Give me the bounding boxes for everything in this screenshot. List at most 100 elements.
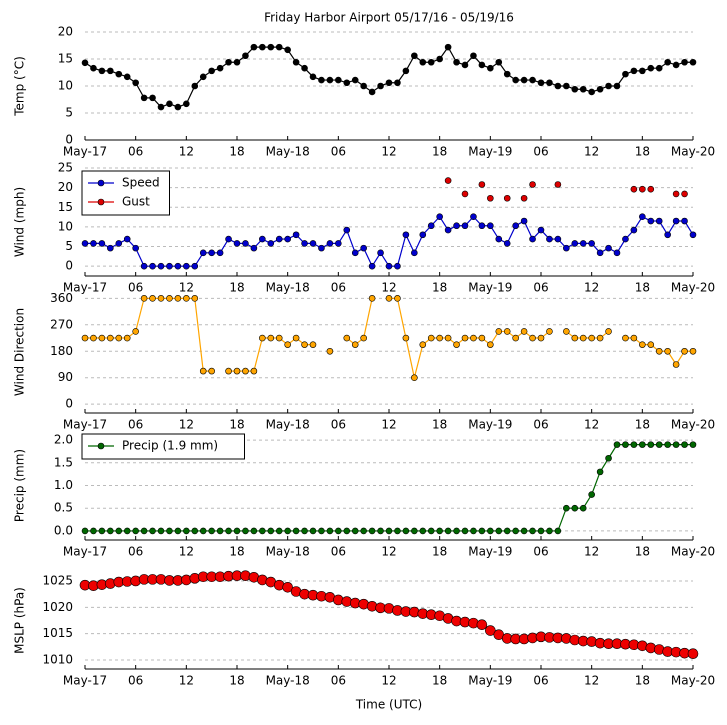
- data-point: [402, 527, 410, 535]
- data-point: [588, 334, 595, 342]
- data-point: [343, 334, 351, 342]
- data-point: [444, 334, 452, 342]
- data-point: [267, 240, 275, 247]
- y-tick-label: 1.0: [54, 478, 73, 492]
- data-point: [174, 103, 182, 111]
- data-point: [394, 262, 401, 270]
- data-point: [470, 213, 477, 220]
- data-point: [216, 527, 224, 535]
- data-point: [275, 527, 283, 535]
- data-point: [622, 334, 629, 342]
- data-point: [123, 527, 131, 535]
- x-tick-label: 06: [128, 418, 143, 432]
- data-point: [242, 527, 249, 535]
- data-point: [360, 244, 367, 252]
- data-point: [385, 295, 393, 302]
- y-tick-label: 0.5: [54, 501, 73, 515]
- x-tick-label: May-17: [63, 281, 107, 295]
- data-point: [309, 341, 317, 348]
- data-point: [385, 262, 393, 270]
- data-point: [199, 73, 207, 81]
- data-point: [140, 295, 148, 302]
- data-point: [436, 334, 443, 342]
- y-tick-label: 360: [50, 291, 73, 305]
- x-tick-label: May-19: [468, 674, 512, 688]
- data-point: [503, 527, 511, 535]
- data-point: [411, 374, 418, 382]
- data-point: [81, 240, 89, 247]
- data-point: [605, 82, 612, 90]
- data-point: [216, 249, 224, 257]
- data-point: [478, 61, 486, 69]
- data-point: [343, 527, 351, 535]
- legend-marker: [97, 442, 105, 450]
- x-tick-label: 18: [229, 418, 244, 432]
- data-point: [563, 328, 570, 335]
- data-point: [478, 222, 486, 230]
- data-point: [132, 244, 139, 252]
- x-tick-label: May-20: [671, 418, 715, 432]
- series-line: [84, 45, 693, 108]
- data-point: [157, 527, 165, 535]
- data-point: [394, 79, 401, 87]
- data-point: [183, 295, 190, 302]
- data-point: [402, 67, 410, 75]
- data-point: [689, 58, 697, 66]
- x-tick-label: May-18: [266, 418, 310, 432]
- data-point: [123, 73, 131, 81]
- x-tick-label: 12: [381, 545, 396, 559]
- x-tick-label: 12: [584, 418, 599, 432]
- data-point: [537, 79, 545, 87]
- y-tick-label: 10: [58, 219, 73, 233]
- data-point: [487, 341, 494, 348]
- data-point: [613, 82, 621, 90]
- data-point: [377, 249, 384, 257]
- x-tick-label: 18: [432, 545, 447, 559]
- data-point: [216, 64, 224, 72]
- x-tick-label: 18: [229, 545, 244, 559]
- data-point: [242, 52, 249, 60]
- data-point: [546, 328, 553, 335]
- data-point: [461, 190, 469, 198]
- x-tick-label: 18: [432, 145, 447, 159]
- data-point: [554, 527, 562, 535]
- data-point: [242, 240, 249, 247]
- data-point: [512, 76, 519, 84]
- data-point: [140, 94, 148, 102]
- y-tick-label: 0: [65, 397, 73, 411]
- x-tick-label: 06: [128, 545, 143, 559]
- x-tick-label: 12: [584, 145, 599, 159]
- x-tick-label: 18: [635, 418, 650, 432]
- data-point: [427, 58, 435, 66]
- data-point: [647, 185, 655, 193]
- data-point: [639, 185, 646, 193]
- y-axis-label: Temp (°C): [13, 56, 27, 117]
- data-point: [563, 82, 570, 90]
- data-point: [554, 235, 562, 243]
- data-point: [275, 235, 283, 243]
- data-point: [596, 468, 604, 476]
- data-point: [326, 240, 334, 247]
- y-tick-label: 270: [50, 317, 73, 331]
- data-point: [478, 181, 486, 188]
- data-point: [191, 527, 199, 535]
- x-tick-label: 18: [635, 281, 650, 295]
- legend-marker: [97, 179, 105, 187]
- data-point: [166, 527, 173, 535]
- data-point: [687, 648, 699, 660]
- data-point: [191, 82, 199, 90]
- data-point: [402, 231, 410, 239]
- data-point: [529, 334, 536, 342]
- data-point: [681, 441, 688, 448]
- data-point: [647, 64, 655, 72]
- data-point: [503, 194, 511, 202]
- data-point: [225, 527, 232, 535]
- data-point: [368, 295, 376, 302]
- data-point: [250, 43, 258, 51]
- data-point: [613, 249, 621, 257]
- data-point: [672, 190, 680, 198]
- data-point: [681, 347, 688, 355]
- data-point: [115, 70, 123, 78]
- x-tick-label: 12: [381, 145, 396, 159]
- data-point: [529, 76, 536, 84]
